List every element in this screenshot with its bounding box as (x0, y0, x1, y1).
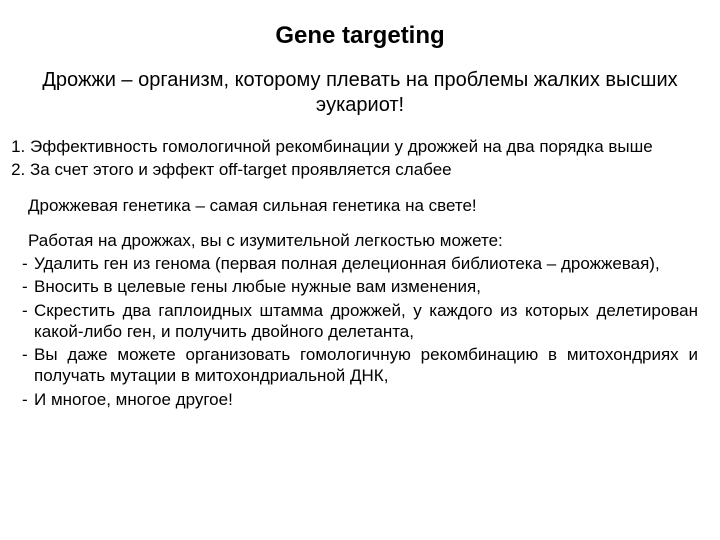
slide-title: Gene targeting (12, 22, 708, 50)
dash-item: Вы даже можете организовать гомологичную… (22, 344, 698, 387)
dash-item: Вносить в целевые гены любые нужные вам … (22, 276, 698, 297)
paragraph: Дрожжевая генетика – самая сильная генет… (28, 195, 698, 216)
paragraph: Работая на дрожжах, вы с изумительной ле… (28, 230, 698, 251)
dash-list: Удалить ген из генома (первая полная дел… (22, 253, 698, 410)
dash-item: И многое, многое другое! (22, 389, 698, 410)
slide: Gene targeting Дрожжи – организм, которо… (0, 0, 720, 540)
dash-item: Удалить ген из генома (первая полная дел… (22, 253, 698, 274)
dash-item: Скрестить два гаплоидных штамма дрожжей,… (22, 300, 698, 343)
numbered-item: За счет этого и эффект off-target проявл… (30, 159, 708, 180)
numbered-list: Эффективность гомологичной рекомбинации … (12, 136, 708, 181)
slide-subtitle: Дрожжи – организм, которому плевать на п… (26, 68, 694, 118)
numbered-item: Эффективность гомологичной рекомбинации … (30, 136, 708, 157)
